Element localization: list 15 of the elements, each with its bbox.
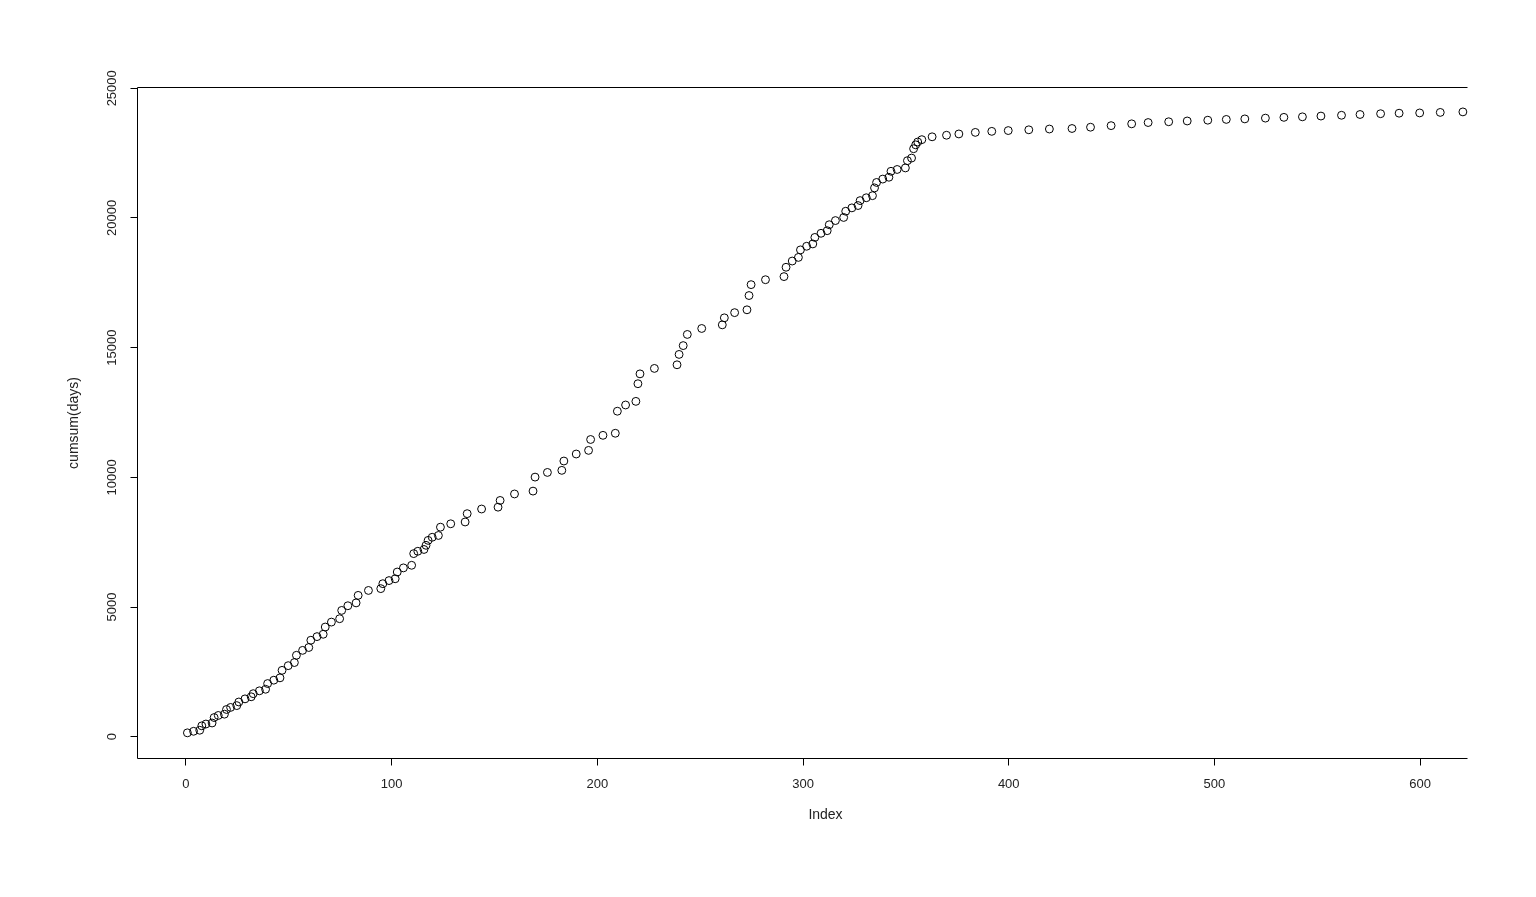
y-tick-label: 0	[103, 733, 119, 741]
x-tick-label: 600	[1409, 775, 1432, 791]
y-tick-label: 20000	[103, 199, 119, 237]
x-axis-title: Index	[808, 805, 843, 822]
y-tick-label: 25000	[103, 70, 119, 107]
y-axis-title: cumsum(days)	[64, 377, 81, 469]
y-tick-label: 15000	[103, 329, 119, 366]
x-tick-label: 400	[997, 775, 1020, 791]
x-tick-label: 300	[792, 775, 814, 791]
x-tick-label: 0	[182, 775, 190, 791]
x-tick-label: 200	[586, 775, 609, 791]
x-tick-label: 100	[380, 775, 403, 791]
y-tick-label: 5000	[103, 592, 119, 622]
x-tick-label: 500	[1203, 775, 1226, 791]
y-tick-label: 10000	[103, 459, 119, 496]
